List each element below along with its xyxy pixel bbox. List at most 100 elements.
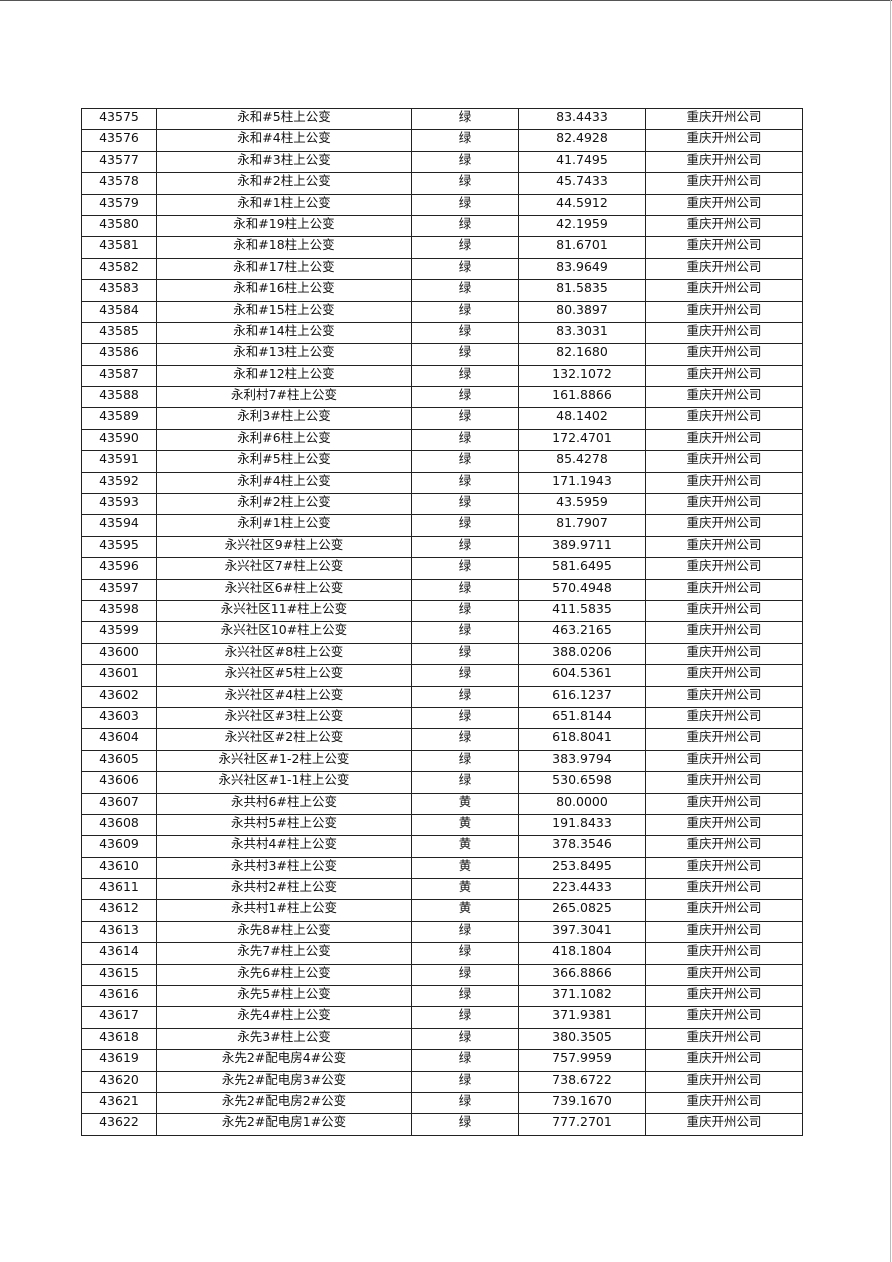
status-cell: 绿 (411, 257, 519, 281)
transformer-name-cell: 永兴社区6#柱上公变 (156, 578, 412, 601)
status-cell: 绿 (411, 214, 519, 238)
transformer-name-cell: 永利#6柱上公变 (156, 428, 412, 452)
table-row: 43598 永兴社区11#柱上公变绿 411.5835 重庆开州公司 (81, 599, 803, 623)
transformer-name-cell: 永利#2柱上公变 (156, 493, 412, 516)
value-cell: 83.3031 (518, 321, 646, 345)
value-cell: 83.4433 (518, 107, 646, 131)
table-row: 43611 永共村2#柱上公变黄 223.4433 重庆开州公司 (81, 878, 803, 901)
table-row: 43608 永共村5#柱上公变黄 191.8433 重庆开州公司 (81, 813, 803, 837)
row-id-cell: 43590 (81, 428, 157, 452)
company-cell: 重庆开州公司 (645, 343, 803, 366)
transformer-name-cell: 永共村5#柱上公变 (156, 813, 412, 837)
status-cell: 绿 (411, 343, 519, 366)
company-cell: 重庆开州公司 (645, 685, 803, 708)
table-row: 43607 永共村6#柱上公变黄 80.0000 重庆开州公司 (81, 792, 803, 815)
value-cell: 371.9381 (518, 1006, 646, 1029)
status-cell: 绿 (411, 642, 519, 666)
row-id-cell: 43581 (81, 236, 157, 259)
company-cell: 重庆开州公司 (645, 706, 803, 730)
value-cell: 604.5361 (518, 664, 646, 687)
company-cell: 重庆开州公司 (645, 771, 803, 794)
row-id-cell: 43578 (81, 172, 157, 195)
transformer-name-cell: 永利村7#柱上公变 (156, 386, 412, 409)
company-cell: 重庆开州公司 (645, 985, 803, 1008)
transformer-name-cell: 永和#16柱上公变 (156, 279, 412, 302)
status-cell: 绿 (411, 942, 519, 965)
company-cell: 重庆开州公司 (645, 193, 803, 216)
row-id-cell: 43607 (81, 792, 157, 815)
row-id-cell: 43580 (81, 214, 157, 238)
value-cell: 570.4948 (518, 578, 646, 601)
row-id-cell: 43619 (81, 1049, 157, 1072)
status-cell: 绿 (411, 150, 519, 174)
value-cell: 530.6598 (518, 771, 646, 794)
value-cell: 757.9959 (518, 1049, 646, 1072)
row-id-cell: 43613 (81, 920, 157, 944)
table-row: 43580 永和#19柱上公变绿 42.1959 重庆开州公司 (81, 214, 803, 238)
row-id-cell: 43596 (81, 557, 157, 580)
value-cell: 172.4701 (518, 428, 646, 452)
status-cell: 绿 (411, 685, 519, 708)
status-cell: 绿 (411, 236, 519, 259)
value-cell: 383.9794 (518, 749, 646, 773)
row-id-cell: 43617 (81, 1006, 157, 1029)
company-cell: 重庆开州公司 (645, 578, 803, 601)
table-row: 43595 永兴社区9#柱上公变绿 389.9711 重庆开州公司 (81, 535, 803, 559)
transformer-name-cell: 永兴社区#2柱上公变 (156, 728, 412, 751)
table-row: 43582 永和#17柱上公变绿 83.9649 重庆开州公司 (81, 257, 803, 281)
table-row: 43604 永兴社区#2柱上公变绿 618.8041 重庆开州公司 (81, 728, 803, 751)
transformer-name-cell: 永先2#配电房4#公变 (156, 1049, 412, 1072)
transformer-name-cell: 永和#1柱上公变 (156, 193, 412, 216)
status-cell: 绿 (411, 535, 519, 559)
company-cell: 重庆开州公司 (645, 599, 803, 623)
transformer-name-cell: 永兴社区#3柱上公变 (156, 706, 412, 730)
table-row: 43600 永兴社区#8柱上公变绿 388.0206 重庆开州公司 (81, 642, 803, 666)
table-row: 43584 永和#15柱上公变绿 80.3897 重庆开州公司 (81, 300, 803, 323)
row-id-cell: 43614 (81, 942, 157, 965)
value-cell: 738.6722 (518, 1070, 646, 1093)
transformer-name-cell: 永和#13柱上公变 (156, 343, 412, 366)
table-row: 43583 永和#16柱上公变绿 81.5835 重庆开州公司 (81, 279, 803, 302)
table-row: 43579 永和#1柱上公变绿 44.5912 重庆开州公司 (81, 193, 803, 216)
company-cell: 重庆开州公司 (645, 1049, 803, 1072)
company-cell: 重庆开州公司 (645, 621, 803, 644)
transformer-name-cell: 永利#4柱上公变 (156, 471, 412, 495)
value-cell: 82.1680 (518, 343, 646, 366)
status-cell: 绿 (411, 471, 519, 495)
status-cell: 绿 (411, 1006, 519, 1029)
table-row: 43585 永和#14柱上公变绿 83.3031 重庆开州公司 (81, 321, 803, 345)
status-cell: 绿 (411, 578, 519, 601)
status-cell: 绿 (411, 920, 519, 944)
value-cell: 45.7433 (518, 172, 646, 195)
company-cell: 重庆开州公司 (645, 279, 803, 302)
transformer-name-cell: 永和#15柱上公变 (156, 300, 412, 323)
transformer-name-cell: 永先2#配电房1#公变 (156, 1113, 412, 1136)
company-cell: 重庆开州公司 (645, 407, 803, 430)
transformer-name-cell: 永和#18柱上公变 (156, 236, 412, 259)
transformer-name-cell: 永和#17柱上公变 (156, 257, 412, 281)
table-row: 43592 永利#4柱上公变绿 171.1943 重庆开州公司 (81, 471, 803, 495)
table-row: 43612 永共村1#柱上公变黄 265.0825 重庆开州公司 (81, 899, 803, 922)
value-cell: 380.3505 (518, 1027, 646, 1051)
transformer-name-cell: 永和#14柱上公变 (156, 321, 412, 345)
transformer-name-cell: 永先6#柱上公变 (156, 963, 412, 987)
company-cell: 重庆开州公司 (645, 107, 803, 131)
status-cell: 绿 (411, 621, 519, 644)
transformer-table: 43575 永和#5柱上公变绿 83.4433 重庆开州公司 43576 永和#4柱上公变… (81, 107, 803, 1136)
value-cell: 81.5835 (518, 279, 646, 302)
row-id-cell: 43582 (81, 257, 157, 281)
transformer-name-cell: 永兴社区10#柱上公变 (156, 621, 412, 644)
company-cell: 重庆开州公司 (645, 835, 803, 858)
value-cell: 739.1670 (518, 1091, 646, 1115)
row-id-cell: 43587 (81, 364, 157, 388)
row-id-cell: 43622 (81, 1113, 157, 1136)
row-id-cell: 43599 (81, 621, 157, 644)
value-cell: 48.1402 (518, 407, 646, 430)
value-cell: 253.8495 (518, 856, 646, 880)
status-cell: 绿 (411, 1049, 519, 1072)
row-id-cell: 43620 (81, 1070, 157, 1093)
transformer-name-cell: 永兴社区7#柱上公变 (156, 557, 412, 580)
row-id-cell: 43611 (81, 878, 157, 901)
value-cell: 191.8433 (518, 813, 646, 837)
company-cell: 重庆开州公司 (645, 236, 803, 259)
